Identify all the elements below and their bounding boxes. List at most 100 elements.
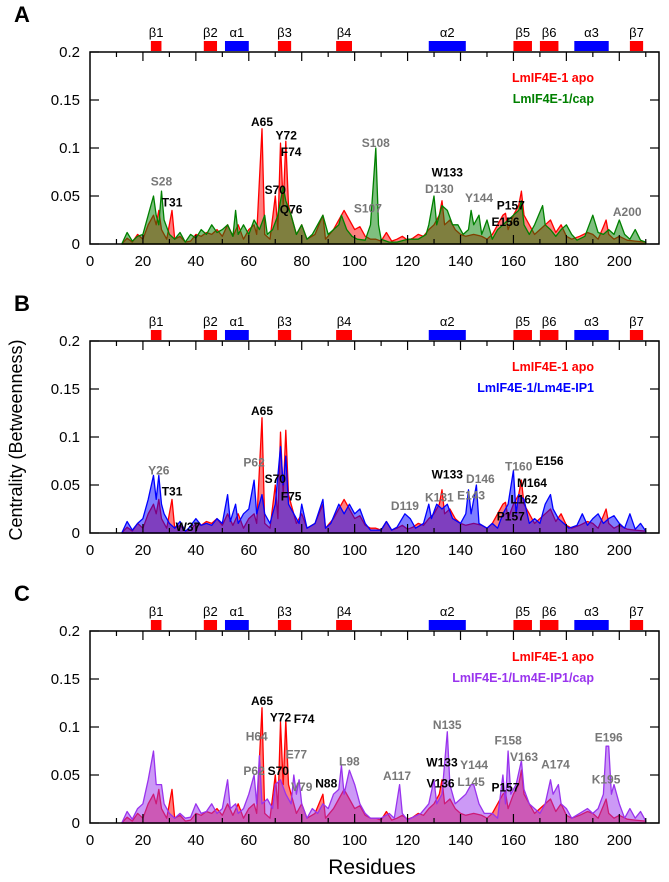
ss-strand-bar bbox=[629, 620, 644, 630]
panel-letter: B bbox=[14, 291, 30, 316]
x-tick-label: 60 bbox=[240, 253, 257, 270]
ss-helix-bar bbox=[224, 330, 249, 340]
residue-annotation: E143 bbox=[457, 489, 485, 503]
y-tick-label: 0 bbox=[72, 525, 80, 542]
y-tick-label: 0.2 bbox=[59, 44, 80, 61]
ss-label: β4 bbox=[337, 314, 352, 329]
ss-strand-bar bbox=[629, 41, 644, 51]
ss-label: β5 bbox=[515, 314, 530, 329]
x-tick-label: 140 bbox=[448, 542, 473, 559]
x-tick-label: 200 bbox=[607, 832, 632, 849]
residue-annotation: Y26 bbox=[148, 463, 170, 477]
y-tick-label: 0.15 bbox=[51, 92, 80, 109]
ss-strand-bar bbox=[336, 41, 353, 51]
x-tick-label: 200 bbox=[607, 542, 632, 559]
ss-label: α3 bbox=[584, 25, 599, 40]
residue-annotation: V163 bbox=[510, 750, 538, 764]
residue-annotation: T31 bbox=[162, 196, 183, 210]
ss-label: α3 bbox=[584, 604, 599, 619]
x-tick-label: 180 bbox=[554, 253, 579, 270]
ss-helix-bar bbox=[224, 41, 249, 51]
ss-strand-bar bbox=[203, 620, 218, 630]
residue-annotation: A65 bbox=[251, 404, 273, 418]
ss-label: α1 bbox=[230, 314, 245, 329]
ss-strand-bar bbox=[513, 330, 532, 340]
residue-annotation: N88 bbox=[315, 776, 337, 790]
y-tick-label: 0.1 bbox=[59, 429, 80, 446]
ss-label: β4 bbox=[337, 25, 352, 40]
y-tick-label: 0.2 bbox=[59, 333, 80, 350]
series-complex-area bbox=[121, 445, 647, 534]
x-tick-label: 0 bbox=[86, 253, 94, 270]
ss-strand-bar bbox=[513, 41, 532, 51]
x-tick-label: 60 bbox=[240, 542, 257, 559]
residue-annotation: H64 bbox=[246, 729, 268, 743]
ss-helix-bar bbox=[224, 620, 249, 630]
x-tick-label: 40 bbox=[188, 832, 205, 849]
panel-letter: A bbox=[14, 2, 30, 27]
ss-label: β6 bbox=[542, 604, 557, 619]
legend-complex: LmIF4E-1/cap bbox=[513, 92, 595, 106]
residue-annotation: A174 bbox=[541, 757, 570, 771]
legend-complex: LmIF4E-1/Lm4E-IP1/cap bbox=[452, 671, 594, 685]
ss-label: β3 bbox=[277, 25, 292, 40]
y-tick-label: 0.05 bbox=[51, 188, 80, 205]
x-tick-label: 20 bbox=[135, 832, 152, 849]
ss-label: β1 bbox=[149, 314, 164, 329]
ss-label: β5 bbox=[515, 25, 530, 40]
residue-annotation: F75 bbox=[281, 489, 302, 503]
ss-helix-bar bbox=[428, 330, 466, 340]
ss-strand-bar bbox=[203, 330, 218, 340]
residue-annotation: T31 bbox=[162, 485, 183, 499]
residue-annotation: Q76 bbox=[280, 202, 303, 216]
y-tick-label: 0.15 bbox=[51, 671, 80, 688]
ss-helix-bar bbox=[428, 620, 466, 630]
residue-annotation: A117 bbox=[383, 769, 411, 783]
panel-a: Aβ1 β2 α1 β3 β4 α2 β5 β6 α3 β7 0 20 40 60 80 100 120 140 1… bbox=[14, 2, 660, 270]
legend-apo: LmIF4E-1 apo bbox=[512, 360, 594, 374]
x-tick-label: 160 bbox=[501, 832, 526, 849]
residue-annotation: A65 bbox=[251, 115, 273, 129]
legend-apo: LmIF4E-1 apo bbox=[512, 71, 594, 85]
residue-annotation: E156 bbox=[535, 454, 563, 468]
ss-label: α2 bbox=[440, 314, 455, 329]
x-tick-label: 160 bbox=[501, 542, 526, 559]
residue-annotation: W37 bbox=[176, 520, 201, 534]
x-tick-label: 160 bbox=[501, 253, 526, 270]
residue-annotation: Y72 bbox=[270, 710, 292, 724]
residue-annotation: N135 bbox=[433, 718, 462, 732]
ss-label: β7 bbox=[629, 25, 644, 40]
y-tick-label: 0 bbox=[72, 236, 80, 253]
residue-annotation: D130 bbox=[425, 182, 454, 196]
ss-strand-bar bbox=[277, 330, 292, 340]
ss-label: β7 bbox=[629, 604, 644, 619]
x-tick-label: 100 bbox=[342, 832, 367, 849]
panel-letter: C bbox=[14, 581, 30, 606]
ss-strand-bar bbox=[336, 330, 353, 340]
residue-annotation: E196 bbox=[595, 730, 623, 744]
x-tick-label: 100 bbox=[342, 542, 367, 559]
residue-annotation: P62 bbox=[243, 764, 265, 778]
ss-label: β1 bbox=[149, 25, 164, 40]
x-tick-label: 40 bbox=[188, 542, 205, 559]
series-apo-area bbox=[121, 417, 647, 534]
x-tick-label: 20 bbox=[135, 253, 152, 270]
x-tick-label: 120 bbox=[395, 253, 420, 270]
residue-annotation: D146 bbox=[466, 472, 495, 486]
ss-strand-bar bbox=[336, 620, 353, 630]
x-tick-label: 180 bbox=[554, 832, 579, 849]
ss-helix-bar bbox=[574, 41, 609, 51]
x-tick-label: 140 bbox=[448, 832, 473, 849]
ss-strand-bar bbox=[539, 330, 559, 340]
residue-annotation: F74 bbox=[281, 145, 302, 159]
ss-helix-bar bbox=[574, 620, 609, 630]
residue-annotation: K131 bbox=[425, 490, 454, 504]
residue-annotation: S70 bbox=[265, 183, 287, 197]
residue-annotation: L162 bbox=[510, 493, 538, 507]
residue-annotation: A65 bbox=[251, 694, 273, 708]
residue-annotation: W133 bbox=[426, 755, 458, 769]
ss-label: β2 bbox=[203, 314, 218, 329]
legend-apo: LmIF4E-1 apo bbox=[512, 650, 594, 664]
x-tick-label: 0 bbox=[86, 542, 94, 559]
